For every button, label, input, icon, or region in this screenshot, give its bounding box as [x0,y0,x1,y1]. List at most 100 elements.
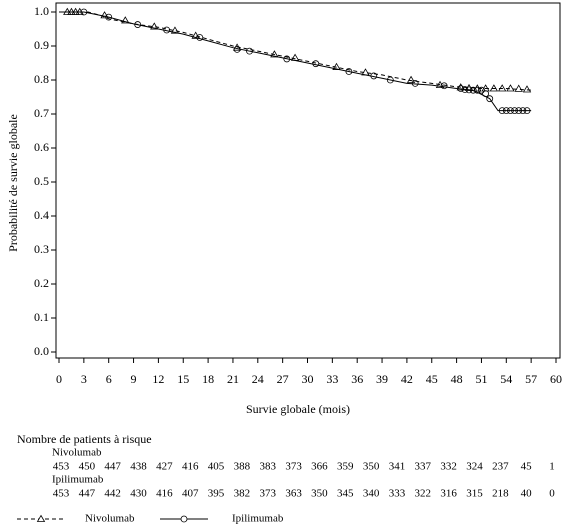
x-tick-label: 48 [451,372,463,386]
x-tick-label: 42 [401,372,413,386]
y-tick-label: 1.0 [34,4,49,18]
y-tick-label: 0.2 [34,276,49,290]
x-tick-label: 21 [227,372,239,386]
risk-count: 345 [337,488,354,500]
x-tick-label: 18 [202,372,214,386]
risk-count: 333 [389,488,406,500]
risk-count: 405 [208,461,225,473]
legend-label: Ipilimumab [232,513,284,525]
legend-label: Nivolumab [85,513,135,525]
censor-mark [469,86,477,94]
risk-count: 322 [415,488,432,500]
risk-count: 350 [311,488,328,500]
x-tick-label: 33 [326,372,338,386]
y-tick-label: 0.5 [34,174,49,188]
risk-count: 316 [440,488,457,500]
censor-mark [489,84,499,92]
x-tick-label: 30 [302,372,314,386]
censor-mark [196,34,204,41]
censor-mark [411,80,419,87]
y-tick-label: 0.4 [34,208,49,222]
risk-count: 363 [285,488,302,500]
censor-mark [440,82,448,90]
censor-mark [370,72,378,80]
x-tick-label: 3 [81,372,87,386]
censor-mark [435,80,445,88]
risk-count: 388 [234,461,251,473]
risk-count: 337 [415,461,432,473]
risk-table-title: Nombre de patients à risque [17,432,152,446]
risk-count: 416 [156,488,173,500]
censor-mark [170,26,180,34]
risk-count: 315 [466,488,483,500]
risk-count: 395 [208,488,225,500]
censor-mark [498,107,506,114]
y-axis-label: Probabilité de survie globale [6,114,20,252]
censor-mark [506,84,515,92]
risk-count: 442 [104,488,121,500]
censor-mark [465,86,473,94]
x-tick-label: 51 [475,372,487,386]
x-tick-label: 39 [376,372,388,386]
risk-count: 453 [53,488,70,500]
censor-mark [522,85,532,93]
risk-count: 218 [492,488,509,500]
censor-mark [312,60,320,68]
censor-mark [283,55,291,63]
risk-count: 1 [549,461,555,473]
risk-count: 45 [521,461,533,473]
risk-count: 341 [389,461,406,473]
censor-mark [514,84,523,92]
censor-mark [345,68,353,75]
x-tick-label: 27 [277,372,289,386]
risk-count: 430 [130,488,147,500]
survival-curve [59,11,532,91]
censor-mark [121,16,130,24]
x-tick-label: 54 [500,372,512,386]
censor-mark [456,83,465,91]
censor-mark [502,107,510,114]
censor-mark [150,22,159,30]
censor-mark [406,75,416,83]
x-tick-label: 45 [426,372,438,386]
risk-count: 373 [259,488,276,500]
risk-count: 366 [311,461,328,473]
risk-row-name: Ipilimumab [52,474,104,486]
risk-count: 40 [521,488,533,500]
censor-mark [270,50,279,58]
risk-count: 383 [259,461,276,473]
risk-count: 447 [104,461,121,473]
risk-count: 324 [466,461,483,473]
x-axis-label: Survie globale (mois) [246,402,350,416]
censor-mark [134,21,142,28]
risk-count: 450 [79,461,96,473]
risk-count: 453 [53,461,70,473]
risk-count: 382 [234,488,251,500]
censor-mark [507,107,514,114]
censor-mark [461,86,469,93]
censor-mark [457,85,465,92]
censor-mark [486,95,494,103]
x-tick-label: 12 [152,372,164,386]
x-tick-label: 15 [177,372,189,386]
risk-count: 407 [182,488,199,500]
risk-row-name: Nivolumab [52,447,102,459]
x-tick-label: 6 [106,372,112,386]
risk-count: 340 [363,488,380,500]
legend-marker [180,515,188,523]
legend-marker [36,514,46,522]
censor-mark [478,86,485,94]
plot-frame [55,2,561,359]
y-tick-label: 0.6 [34,140,49,154]
censor-mark [246,47,253,55]
censor-mark [332,62,341,70]
risk-count: 350 [363,461,380,473]
risk-count: 416 [182,461,199,473]
censor-mark [482,90,489,97]
risk-count: 438 [130,461,147,473]
survival-curve [59,11,532,112]
risk-count: 359 [337,461,354,473]
censor-mark [515,107,523,114]
x-tick-label: 9 [131,372,137,386]
censor-mark [473,86,481,94]
